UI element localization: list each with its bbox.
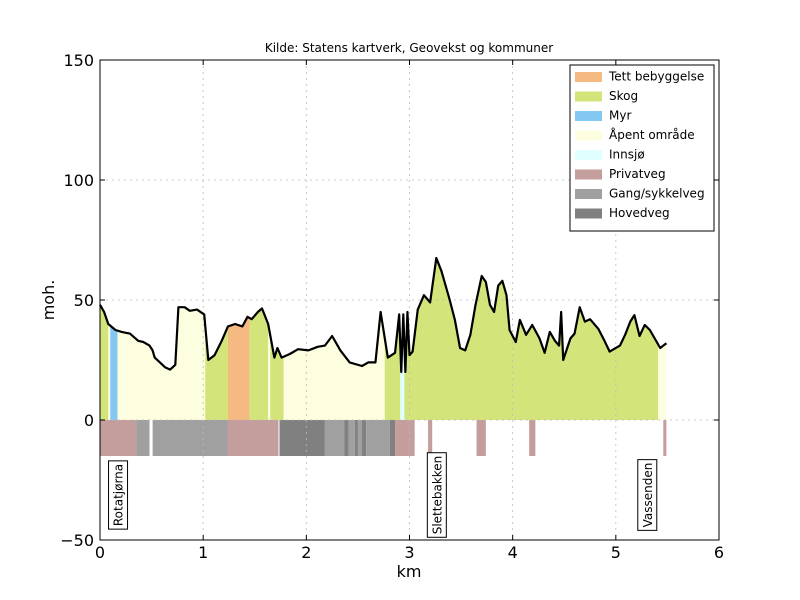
x-tick-label: 1 xyxy=(198,543,208,562)
road-band xyxy=(395,420,415,456)
road-band xyxy=(227,420,279,456)
place-text: Rotatjørna xyxy=(112,464,126,526)
legend-label: Åpent område xyxy=(609,127,695,142)
road-band xyxy=(354,420,358,456)
legend-label: Innsjø xyxy=(609,148,645,162)
road-band xyxy=(100,420,137,456)
legend-label: Tett bebyggelse xyxy=(608,70,704,84)
plot-frame xyxy=(99,59,720,541)
x-tick-label: 4 xyxy=(508,543,518,562)
landcover-band xyxy=(268,258,271,420)
road-band xyxy=(136,420,150,456)
place-box xyxy=(108,460,129,530)
y-tick-label: 150 xyxy=(63,51,94,70)
road-band xyxy=(357,420,363,456)
place-label: Vassenden xyxy=(637,459,658,531)
road-band xyxy=(344,420,349,456)
road-band xyxy=(152,420,228,456)
legend-label: Skog xyxy=(609,89,638,103)
place-label: Slettebakken xyxy=(426,452,447,538)
road-band xyxy=(362,420,367,456)
x-tick-label: 2 xyxy=(301,543,311,562)
road-band xyxy=(476,420,486,456)
landcover-band xyxy=(100,258,109,420)
x-tick-label: 5 xyxy=(611,543,621,562)
legend-swatch xyxy=(575,130,602,141)
place-text: Vassenden xyxy=(641,463,655,528)
road-band xyxy=(366,420,390,456)
x-tick-label: 6 xyxy=(714,543,724,562)
x-tick-label: 3 xyxy=(404,543,414,562)
place-box xyxy=(637,459,658,531)
road-band xyxy=(428,420,433,456)
elevation-line xyxy=(99,256,668,374)
legend-swatch xyxy=(575,72,602,82)
legend-label: Privatveg xyxy=(609,167,666,181)
y-tick-label: 100 xyxy=(63,171,94,190)
y-axis-label: moh. xyxy=(39,280,58,321)
legend-label: Hovedveg xyxy=(609,206,670,220)
road-band xyxy=(348,420,355,456)
landcover-band xyxy=(108,258,111,420)
legend-swatch xyxy=(575,169,602,180)
landcover-band xyxy=(110,258,118,420)
chart-title: Kilde: Statens kartverk, Geovekst og kom… xyxy=(265,41,553,55)
x-tick-label: 0 xyxy=(95,543,105,562)
road-band xyxy=(324,420,345,456)
y-tick-label: 0 xyxy=(84,411,94,430)
legend-label: Myr xyxy=(609,109,631,123)
legend-swatch xyxy=(575,150,602,160)
road-band xyxy=(279,420,325,456)
x-axis-label: km xyxy=(397,562,422,581)
place-label: Rotatjørna xyxy=(108,460,129,530)
legend-swatch xyxy=(575,111,602,121)
legend-swatch xyxy=(575,189,602,199)
y-tick-label: −50 xyxy=(60,531,94,550)
y-tick-label: 50 xyxy=(74,291,94,310)
road-band xyxy=(529,420,536,456)
place-text: Slettebakken xyxy=(430,456,444,535)
place-box xyxy=(426,452,447,538)
road-band xyxy=(663,420,667,456)
legend-label: Gang/sykkelveg xyxy=(609,187,705,201)
road-band xyxy=(389,420,396,456)
legend-swatch xyxy=(575,208,602,219)
legend-swatch xyxy=(575,91,602,102)
